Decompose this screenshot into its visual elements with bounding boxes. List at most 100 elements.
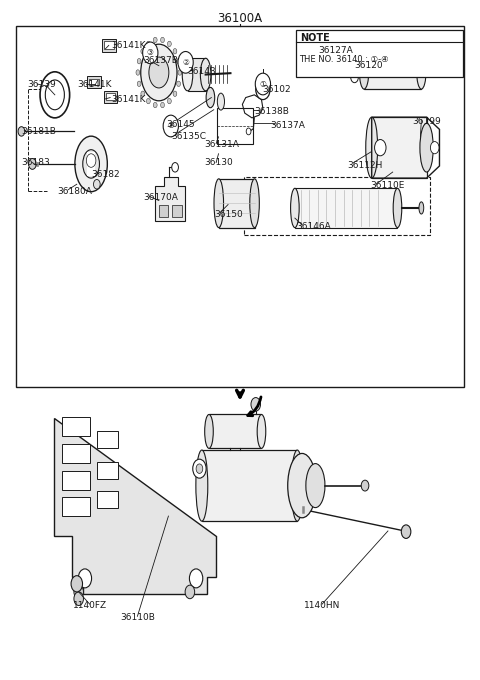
Bar [209,415,262,448]
Bar [104,41,114,50]
Circle shape [256,80,270,99]
Ellipse shape [45,80,64,109]
Text: 36138B: 36138B [254,107,289,116]
Text: NOTE: NOTE [300,33,330,44]
Text: 36127A: 36127A [319,46,353,55]
Bar [87,76,101,88]
Ellipse shape [83,150,99,178]
Text: 36120: 36120 [355,61,383,70]
Text: THE NO. 36140 : ①-④: THE NO. 36140 : ①-④ [299,55,388,64]
Ellipse shape [182,58,193,91]
Bar [202,450,297,521]
Bar [106,93,116,100]
Ellipse shape [149,57,169,88]
Circle shape [137,81,141,86]
Bar [188,58,205,91]
Bar [62,418,90,436]
Ellipse shape [419,202,424,214]
Circle shape [86,154,96,167]
Ellipse shape [420,123,433,172]
Circle shape [168,99,171,104]
Circle shape [78,569,92,588]
Circle shape [177,81,180,86]
Text: 36130: 36130 [204,158,233,167]
Circle shape [178,52,193,73]
Ellipse shape [417,52,426,89]
Circle shape [401,525,411,539]
Circle shape [74,592,84,605]
Bar [16,27,464,388]
Circle shape [146,41,150,47]
Ellipse shape [250,179,259,228]
Circle shape [94,180,100,189]
Ellipse shape [196,450,208,521]
Text: 36139: 36139 [28,80,56,88]
Ellipse shape [40,72,70,118]
Bar [89,79,99,86]
Bar [244,177,430,235]
Circle shape [143,42,158,64]
Bar [295,188,397,228]
Text: 36110E: 36110E [370,181,404,190]
Bar [364,52,421,89]
Circle shape [193,459,206,478]
Text: 36131A: 36131A [204,141,240,150]
Text: ①: ① [260,80,266,88]
Circle shape [153,37,157,43]
Polygon shape [54,418,216,594]
Bar [219,179,254,228]
Bar [97,431,118,448]
Ellipse shape [288,454,316,517]
Text: 36112H: 36112H [348,160,383,170]
Circle shape [361,480,369,491]
Ellipse shape [141,44,177,101]
Text: 36182: 36182 [91,169,120,179]
Bar [104,91,117,103]
Ellipse shape [290,188,299,228]
Circle shape [196,464,203,473]
Circle shape [431,141,439,154]
Bar [62,471,90,490]
Bar [62,497,90,516]
Text: 36145: 36145 [166,120,195,129]
Text: 1140FZ: 1140FZ [72,601,107,610]
Circle shape [136,70,140,75]
Circle shape [351,72,359,83]
Circle shape [163,115,179,137]
Text: 36199: 36199 [413,118,442,126]
Ellipse shape [306,464,325,507]
Circle shape [161,102,165,107]
Text: 36181B: 36181B [21,127,56,136]
Ellipse shape [200,58,211,91]
Ellipse shape [291,450,303,521]
Circle shape [141,91,144,97]
Ellipse shape [360,52,369,89]
Circle shape [374,139,386,156]
Text: 36183: 36183 [21,158,50,167]
Bar [102,39,116,52]
Circle shape [172,163,179,172]
Bar [172,205,182,217]
Bar [87,152,95,176]
Text: ④: ④ [168,122,174,131]
Bar [159,205,168,217]
Text: 36141K: 36141K [78,80,112,88]
Circle shape [161,37,165,43]
Text: 36135C: 36135C [171,133,206,141]
Bar [372,117,427,178]
Circle shape [137,58,141,64]
Circle shape [178,70,182,75]
Circle shape [146,99,150,104]
Bar [97,462,118,479]
Ellipse shape [393,188,402,228]
Circle shape [153,102,157,107]
Bar [296,30,463,78]
Text: 36143: 36143 [188,67,216,75]
Text: 36170A: 36170A [144,193,179,202]
Circle shape [185,585,195,598]
Text: ③: ③ [147,48,154,57]
Ellipse shape [366,117,378,178]
Circle shape [74,585,84,598]
Ellipse shape [217,93,225,110]
Circle shape [141,48,144,54]
